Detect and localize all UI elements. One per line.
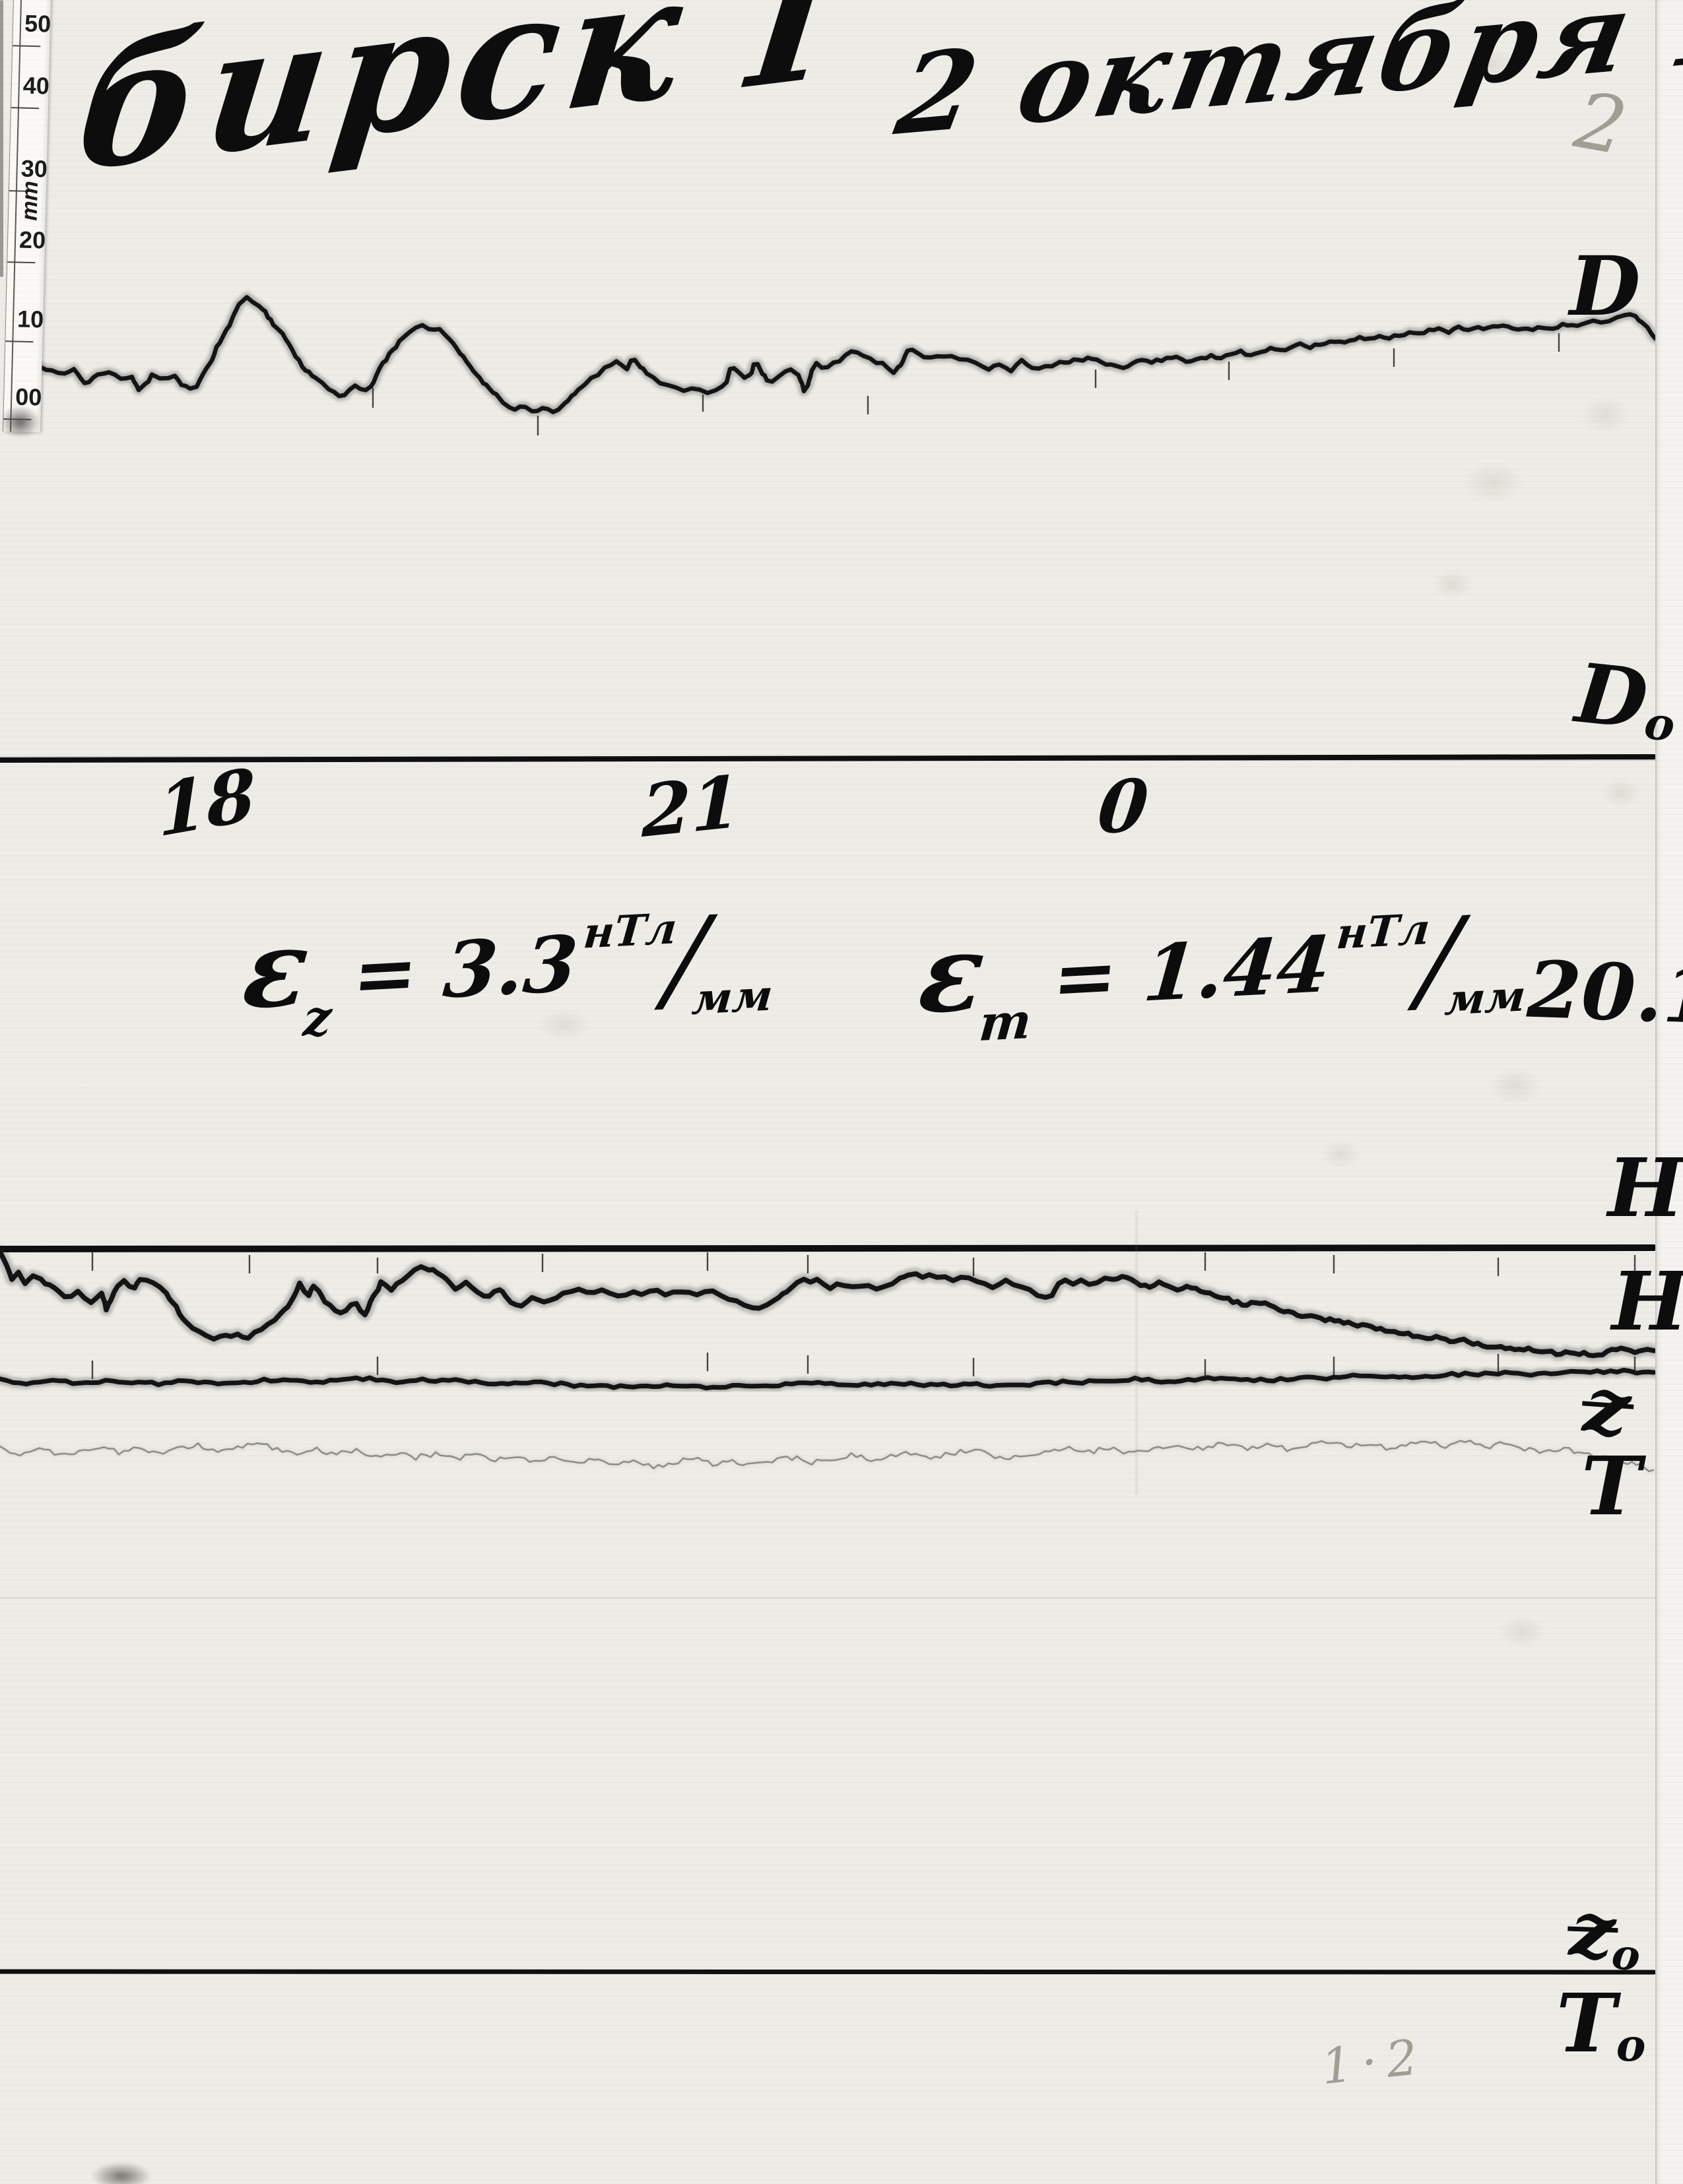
paper-stain	[1600, 777, 1641, 808]
ink-smudge	[91, 2162, 152, 2184]
ruler-torn-end	[3, 405, 41, 437]
paper-stain	[1462, 462, 1525, 503]
ruler-label-50: 50	[24, 9, 51, 38]
paper-crease	[0, 1597, 1683, 1599]
trace-label-H: H	[1612, 1254, 1683, 1349]
paper-stain	[1488, 1068, 1542, 1105]
reference-hour-label: 20.1ч	[1525, 943, 1683, 1042]
scale-equation-epsilon-z: εz = 3.3нТл/мм	[238, 892, 775, 1048]
baseline-label-H0: Ho	[1608, 1140, 1683, 1235]
ruler-tick	[11, 107, 40, 110]
paper-stain	[1581, 396, 1630, 434]
baseline-label-D0: Do	[1571, 645, 1678, 752]
ruler-label-30: 30	[20, 154, 48, 183]
epsilon-symbol: ε	[238, 905, 314, 1033]
ruler-label-20: 20	[18, 226, 46, 254]
ruler-label-40: 40	[22, 71, 50, 100]
ruler-unit-mm: mm	[16, 180, 44, 222]
paper-crease	[1135, 1211, 1138, 1494]
time-tick-label-21: 21	[642, 759, 741, 854]
paper-stain	[1498, 1615, 1546, 1648]
ruler-tick	[5, 340, 34, 343]
trace-label-T: T	[1581, 1438, 1641, 1533]
ruler-label-10: 10	[16, 305, 44, 333]
ruler-tick	[7, 261, 36, 264]
pencil-note: 1·2	[1318, 2028, 1430, 2096]
paper-stain	[538, 1008, 592, 1041]
paper-stain	[1465, 46, 1518, 82]
trace-label-D: D	[1569, 239, 1641, 335]
epsilon-symbol: ε	[914, 909, 990, 1038]
scan-page-edge	[1655, 0, 1683, 2184]
ruler-tick	[13, 45, 41, 48]
time-tick-label-18: 18	[156, 752, 257, 854]
scan-edge-shadow	[0, 0, 3, 277]
paper-stain	[1320, 1140, 1361, 1168]
time-tick-label-0: 0	[1094, 763, 1152, 851]
baseline-label-T0: To	[1556, 1975, 1646, 2072]
paper-stain	[1432, 569, 1473, 599]
baseline-label-Z0: zo	[1566, 1883, 1643, 1981]
